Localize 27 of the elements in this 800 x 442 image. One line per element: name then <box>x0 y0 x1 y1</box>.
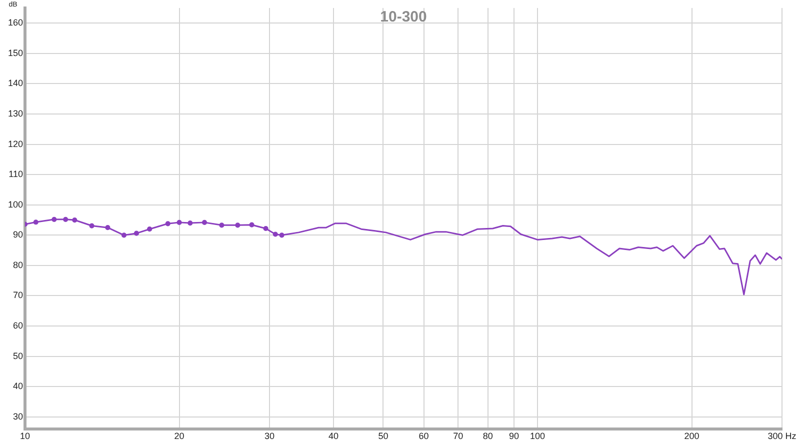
chart-title: 10-300 <box>380 8 427 26</box>
y-tick-label: 150 <box>8 48 23 58</box>
x-tick-label: 300 Hz <box>768 430 797 441</box>
y-tick-label: 130 <box>8 108 23 118</box>
y-tick-label: 80 <box>12 260 23 270</box>
y-tick-label: 40 <box>12 381 23 392</box>
x-tick-label: 80 <box>482 430 493 441</box>
y-tick-label: 110 <box>8 169 23 180</box>
x-tick-label: 200 <box>684 430 700 441</box>
y-tick-label: 30 <box>12 411 23 422</box>
y-tick-label: 50 <box>12 350 23 361</box>
y-tick-label: 90 <box>12 230 23 240</box>
x-tick-label: 10 <box>20 430 30 441</box>
y-tick-label: 70 <box>12 290 23 300</box>
x-tick-label: 90 <box>509 430 520 441</box>
y-tick-label: 60 <box>12 320 23 331</box>
y-tick-label: 140 <box>8 78 23 88</box>
x-tick-label: 40 <box>328 430 339 441</box>
y-tick-label: 100 <box>8 199 23 210</box>
x-tick-label: 70 <box>453 430 464 441</box>
x-tick-label: 100 <box>530 430 545 441</box>
y-tick-label: 160 <box>8 18 23 28</box>
x-tick-label: 50 <box>378 430 388 441</box>
x-tick-label: 60 <box>418 430 429 441</box>
y-tick-label: 120 <box>8 138 23 149</box>
x-tick-label: 30 <box>264 430 275 441</box>
x-tick-label: 20 <box>174 430 184 441</box>
